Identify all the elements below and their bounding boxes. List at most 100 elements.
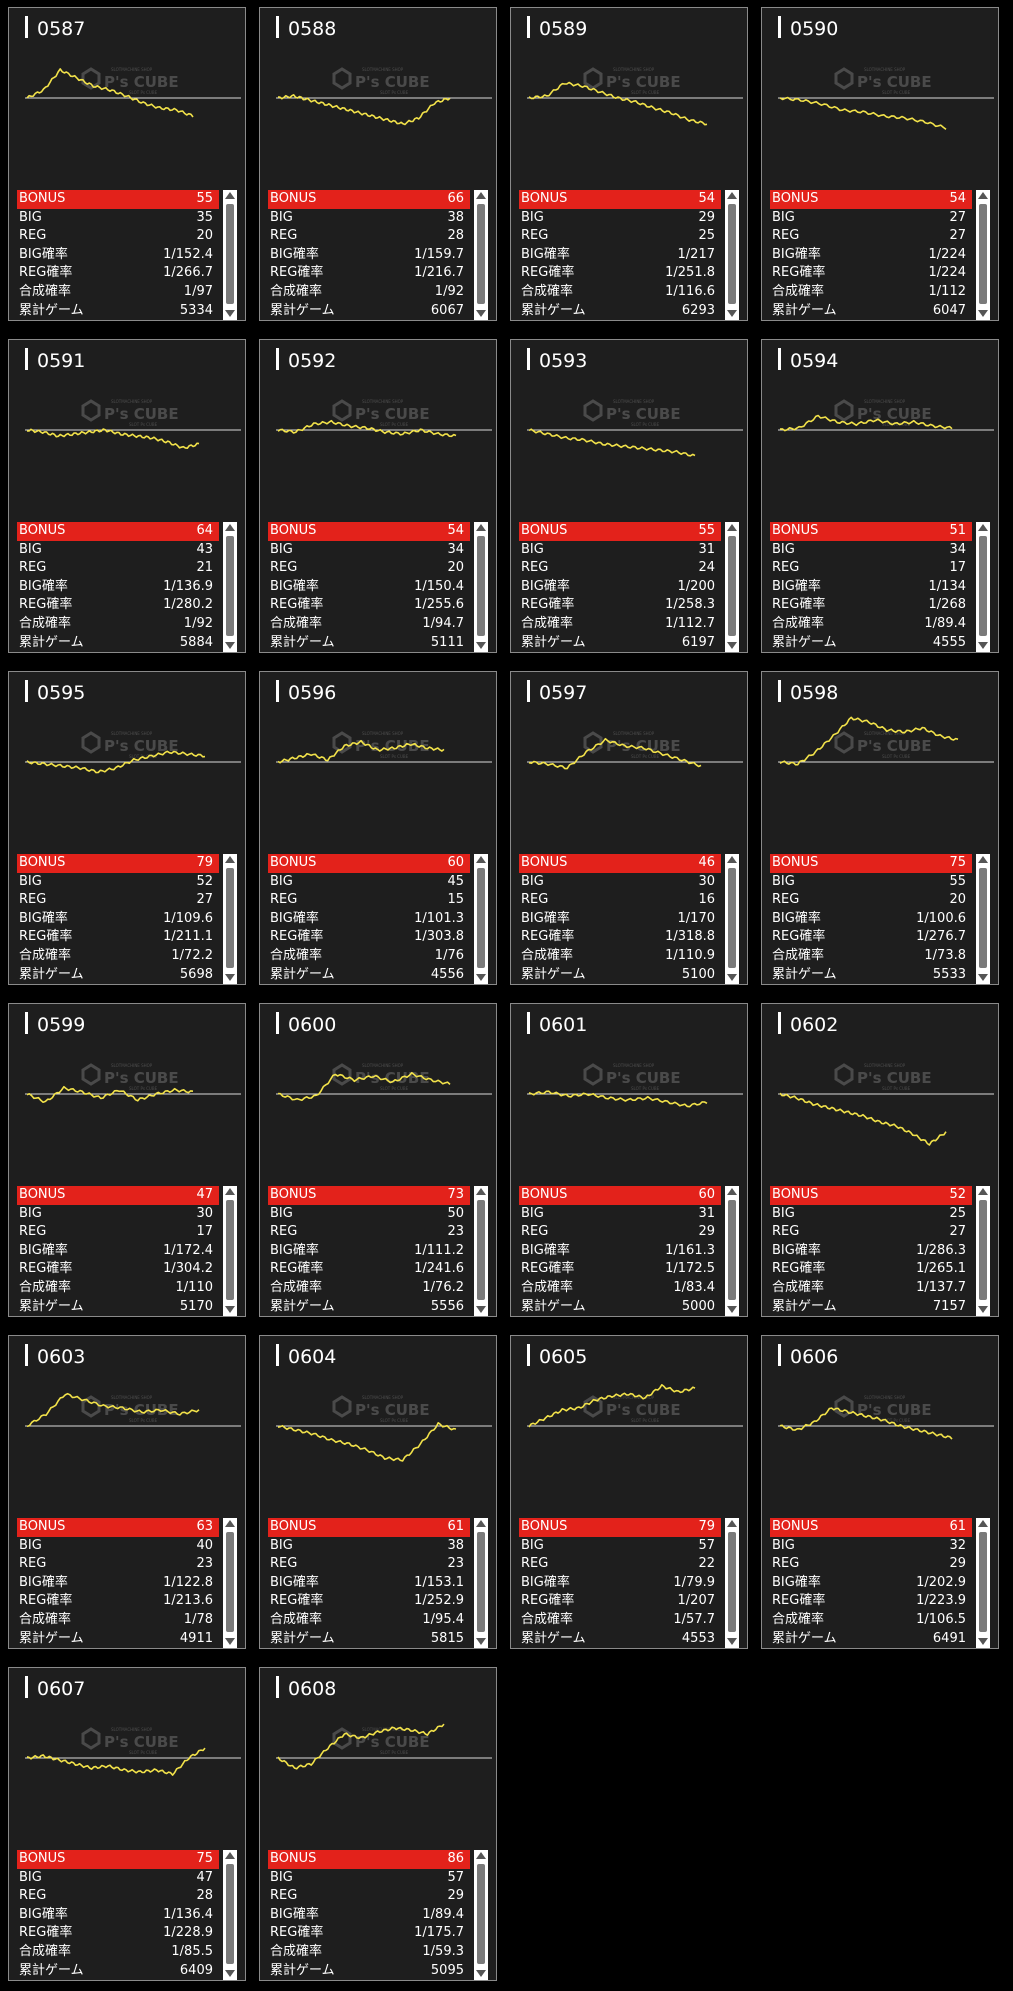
scroll-down-arrow-icon[interactable] (476, 1306, 486, 1313)
scroll-up-arrow-icon[interactable] (476, 524, 486, 531)
stats-scrollbar[interactable] (725, 1186, 739, 1316)
machine-card-0596[interactable]: 0596 P's CUBE SLOTMACHINE SHOP SLOT Ps C… (259, 671, 497, 985)
scrollbar-thumb[interactable] (226, 1532, 234, 1632)
stats-scrollbar[interactable] (223, 1518, 237, 1648)
scroll-down-arrow-icon[interactable] (476, 1970, 486, 1977)
machine-card-0599[interactable]: 0599 P's CUBE SLOTMACHINE SHOP SLOT Ps C… (8, 1003, 246, 1317)
scroll-up-arrow-icon[interactable] (225, 1852, 235, 1859)
scroll-down-arrow-icon[interactable] (978, 310, 988, 317)
scrollbar-thumb[interactable] (477, 1864, 485, 1964)
machine-number[interactable]: 0588 (288, 18, 337, 40)
scroll-up-arrow-icon[interactable] (476, 1852, 486, 1859)
scroll-down-arrow-icon[interactable] (225, 1970, 235, 1977)
stats-scrollbar[interactable] (474, 1518, 488, 1648)
scroll-down-arrow-icon[interactable] (476, 642, 486, 649)
machine-number[interactable]: 0603 (37, 1346, 86, 1368)
stats-scrollbar[interactable] (474, 522, 488, 652)
machine-card-0608[interactable]: 0608 P's CUBE SLOTMACHINE SHOP SLOT Ps C… (259, 1667, 497, 1981)
stats-scrollbar[interactable] (976, 522, 990, 652)
machine-card-0594[interactable]: 0594 P's CUBE SLOTMACHINE SHOP SLOT Ps C… (761, 339, 999, 653)
machine-number[interactable]: 0596 (288, 682, 337, 704)
scrollbar-thumb[interactable] (728, 536, 736, 636)
machine-number[interactable]: 0605 (539, 1346, 588, 1368)
scrollbar-thumb[interactable] (728, 868, 736, 968)
scroll-up-arrow-icon[interactable] (476, 856, 486, 863)
scrollbar-thumb[interactable] (728, 1532, 736, 1632)
scrollbar-thumb[interactable] (979, 1200, 987, 1300)
machine-card-0595[interactable]: 0595 P's CUBE SLOTMACHINE SHOP SLOT Ps C… (8, 671, 246, 985)
scrollbar-thumb[interactable] (979, 536, 987, 636)
machine-card-0604[interactable]: 0604 P's CUBE SLOTMACHINE SHOP SLOT Ps C… (259, 1335, 497, 1649)
scroll-up-arrow-icon[interactable] (225, 192, 235, 199)
scroll-up-arrow-icon[interactable] (978, 524, 988, 531)
scroll-up-arrow-icon[interactable] (476, 1188, 486, 1195)
scrollbar-thumb[interactable] (477, 1200, 485, 1300)
scrollbar-thumb[interactable] (226, 868, 234, 968)
machine-number[interactable]: 0594 (790, 350, 839, 372)
machine-card-0591[interactable]: 0591 P's CUBE SLOTMACHINE SHOP SLOT Ps C… (8, 339, 246, 653)
machine-card-0597[interactable]: 0597 P's CUBE SLOTMACHINE SHOP SLOT Ps C… (510, 671, 748, 985)
stats-scrollbar[interactable] (976, 1186, 990, 1316)
stats-scrollbar[interactable] (223, 1186, 237, 1316)
scroll-down-arrow-icon[interactable] (978, 642, 988, 649)
scrollbar-thumb[interactable] (728, 204, 736, 304)
machine-number[interactable]: 0602 (790, 1014, 839, 1036)
stats-scrollbar[interactable] (474, 190, 488, 320)
scroll-up-arrow-icon[interactable] (727, 856, 737, 863)
stats-scrollbar[interactable] (223, 854, 237, 984)
stats-scrollbar[interactable] (976, 190, 990, 320)
machine-card-0605[interactable]: 0605 P's CUBE SLOTMACHINE SHOP SLOT Ps C… (510, 1335, 748, 1649)
scroll-down-arrow-icon[interactable] (225, 1638, 235, 1645)
stats-scrollbar[interactable] (725, 854, 739, 984)
scrollbar-thumb[interactable] (477, 868, 485, 968)
scroll-up-arrow-icon[interactable] (978, 1188, 988, 1195)
machine-number[interactable]: 0599 (37, 1014, 86, 1036)
scroll-down-arrow-icon[interactable] (225, 310, 235, 317)
machine-card-0603[interactable]: 0603 P's CUBE SLOTMACHINE SHOP SLOT Ps C… (8, 1335, 246, 1649)
scrollbar-thumb[interactable] (979, 868, 987, 968)
scroll-up-arrow-icon[interactable] (727, 1188, 737, 1195)
machine-card-0587[interactable]: 0587 P's CUBE SLOTMACHINE SHOP SLOT Ps C… (8, 7, 246, 321)
scrollbar-thumb[interactable] (477, 1532, 485, 1632)
scroll-down-arrow-icon[interactable] (476, 1638, 486, 1645)
stats-scrollbar[interactable] (725, 1518, 739, 1648)
scroll-up-arrow-icon[interactable] (978, 856, 988, 863)
machine-number[interactable]: 0591 (37, 350, 86, 372)
machine-card-0590[interactable]: 0590 P's CUBE SLOTMACHINE SHOP SLOT Ps C… (761, 7, 999, 321)
machine-number[interactable]: 0598 (790, 682, 839, 704)
machine-number[interactable]: 0600 (288, 1014, 337, 1036)
scroll-up-arrow-icon[interactable] (727, 1520, 737, 1527)
stats-scrollbar[interactable] (725, 522, 739, 652)
stats-scrollbar[interactable] (976, 1518, 990, 1648)
machine-number[interactable]: 0597 (539, 682, 588, 704)
scrollbar-thumb[interactable] (477, 536, 485, 636)
scroll-down-arrow-icon[interactable] (225, 642, 235, 649)
stats-scrollbar[interactable] (474, 1850, 488, 1980)
scroll-up-arrow-icon[interactable] (225, 524, 235, 531)
machine-number[interactable]: 0606 (790, 1346, 839, 1368)
scroll-down-arrow-icon[interactable] (225, 974, 235, 981)
scroll-down-arrow-icon[interactable] (476, 310, 486, 317)
machine-card-0606[interactable]: 0606 P's CUBE SLOTMACHINE SHOP SLOT Ps C… (761, 1335, 999, 1649)
machine-card-0601[interactable]: 0601 P's CUBE SLOTMACHINE SHOP SLOT Ps C… (510, 1003, 748, 1317)
scrollbar-thumb[interactable] (477, 204, 485, 304)
scrollbar-thumb[interactable] (226, 536, 234, 636)
scroll-up-arrow-icon[interactable] (978, 1520, 988, 1527)
machine-number[interactable]: 0607 (37, 1678, 86, 1700)
stats-scrollbar[interactable] (223, 190, 237, 320)
scroll-down-arrow-icon[interactable] (225, 1306, 235, 1313)
scrollbar-thumb[interactable] (979, 204, 987, 304)
machine-number[interactable]: 0595 (37, 682, 86, 704)
machine-number[interactable]: 0601 (539, 1014, 588, 1036)
machine-card-0602[interactable]: 0602 P's CUBE SLOTMACHINE SHOP SLOT Ps C… (761, 1003, 999, 1317)
machine-number[interactable]: 0590 (790, 18, 839, 40)
scroll-down-arrow-icon[interactable] (978, 1638, 988, 1645)
stats-scrollbar[interactable] (223, 522, 237, 652)
machine-card-0592[interactable]: 0592 P's CUBE SLOTMACHINE SHOP SLOT Ps C… (259, 339, 497, 653)
stats-scrollbar[interactable] (474, 1186, 488, 1316)
scroll-down-arrow-icon[interactable] (727, 974, 737, 981)
machine-card-0607[interactable]: 0607 P's CUBE SLOTMACHINE SHOP SLOT Ps C… (8, 1667, 246, 1981)
machine-number[interactable]: 0608 (288, 1678, 337, 1700)
scrollbar-thumb[interactable] (226, 1864, 234, 1964)
stats-scrollbar[interactable] (725, 190, 739, 320)
